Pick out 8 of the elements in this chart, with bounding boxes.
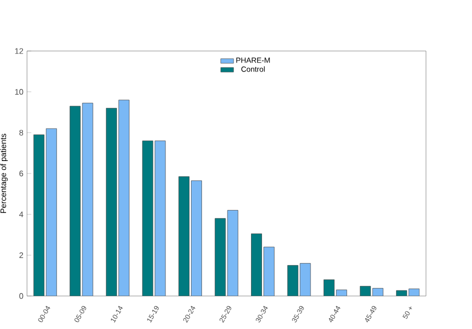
y-tick-label: 2 [19,252,24,258]
y-tick-label: 0 [19,293,24,299]
y-tick-label: 10 [15,89,24,95]
y-axis-title: Percentage of patients [0,134,8,213]
y-tick-label: 12 [15,48,24,54]
y-tick-label: 6 [19,170,24,176]
y-tick-label: 8 [19,130,24,136]
y-tick-label: 4 [19,212,24,218]
